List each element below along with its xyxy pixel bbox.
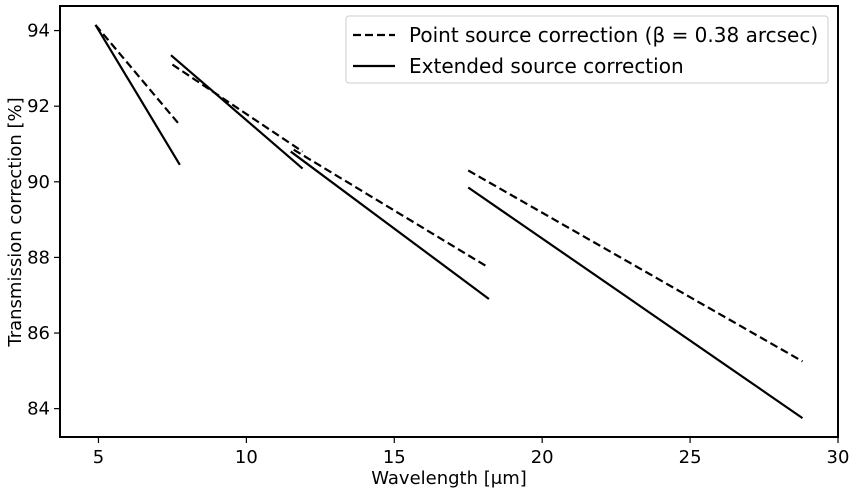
x-axis: 5 10 15 20 25 30 <box>93 437 850 468</box>
series-point-source-segment-1 <box>94 24 181 126</box>
y-axis-label: Transmission correction [%] <box>5 97 26 347</box>
series-extended-source-segment-1 <box>94 24 181 166</box>
y-tick-label: 84 <box>27 399 50 420</box>
legend: Point source correction (β = 0.38 arcsec… <box>345 15 829 84</box>
series-point-source-segment-2 <box>171 63 304 153</box>
legend-label-extended-source: Extended source correction <box>409 54 684 78</box>
x-tick-label: 10 <box>235 447 258 468</box>
legend-box <box>345 15 829 84</box>
series-point-source-segment-4 <box>467 169 804 363</box>
x-tick-label: 30 <box>827 447 850 468</box>
y-tick-label: 90 <box>27 172 50 193</box>
y-tick-label: 86 <box>27 323 50 344</box>
x-tick-label: 5 <box>93 447 104 468</box>
series-extended-source-segment-4 <box>467 186 804 420</box>
series-point-source-segment-3 <box>293 148 489 268</box>
x-tick-label: 25 <box>679 447 702 468</box>
x-tick-label: 20 <box>531 447 554 468</box>
series-extended-source-segment-2 <box>170 54 304 170</box>
plot-frame <box>59 5 839 438</box>
y-tick-label: 92 <box>27 96 50 117</box>
y-axis: 84 86 88 90 92 94 <box>27 21 60 420</box>
x-tick-label: 15 <box>383 447 406 468</box>
plot-area <box>94 24 804 420</box>
legend-label-point-source: Point source correction (β = 0.38 arcsec… <box>409 23 818 47</box>
series-extended-source-segment-3 <box>290 150 490 300</box>
x-axis-label: Wavelength [μm] <box>371 468 527 489</box>
y-tick-label: 88 <box>27 247 50 268</box>
y-tick-label: 94 <box>27 21 50 42</box>
